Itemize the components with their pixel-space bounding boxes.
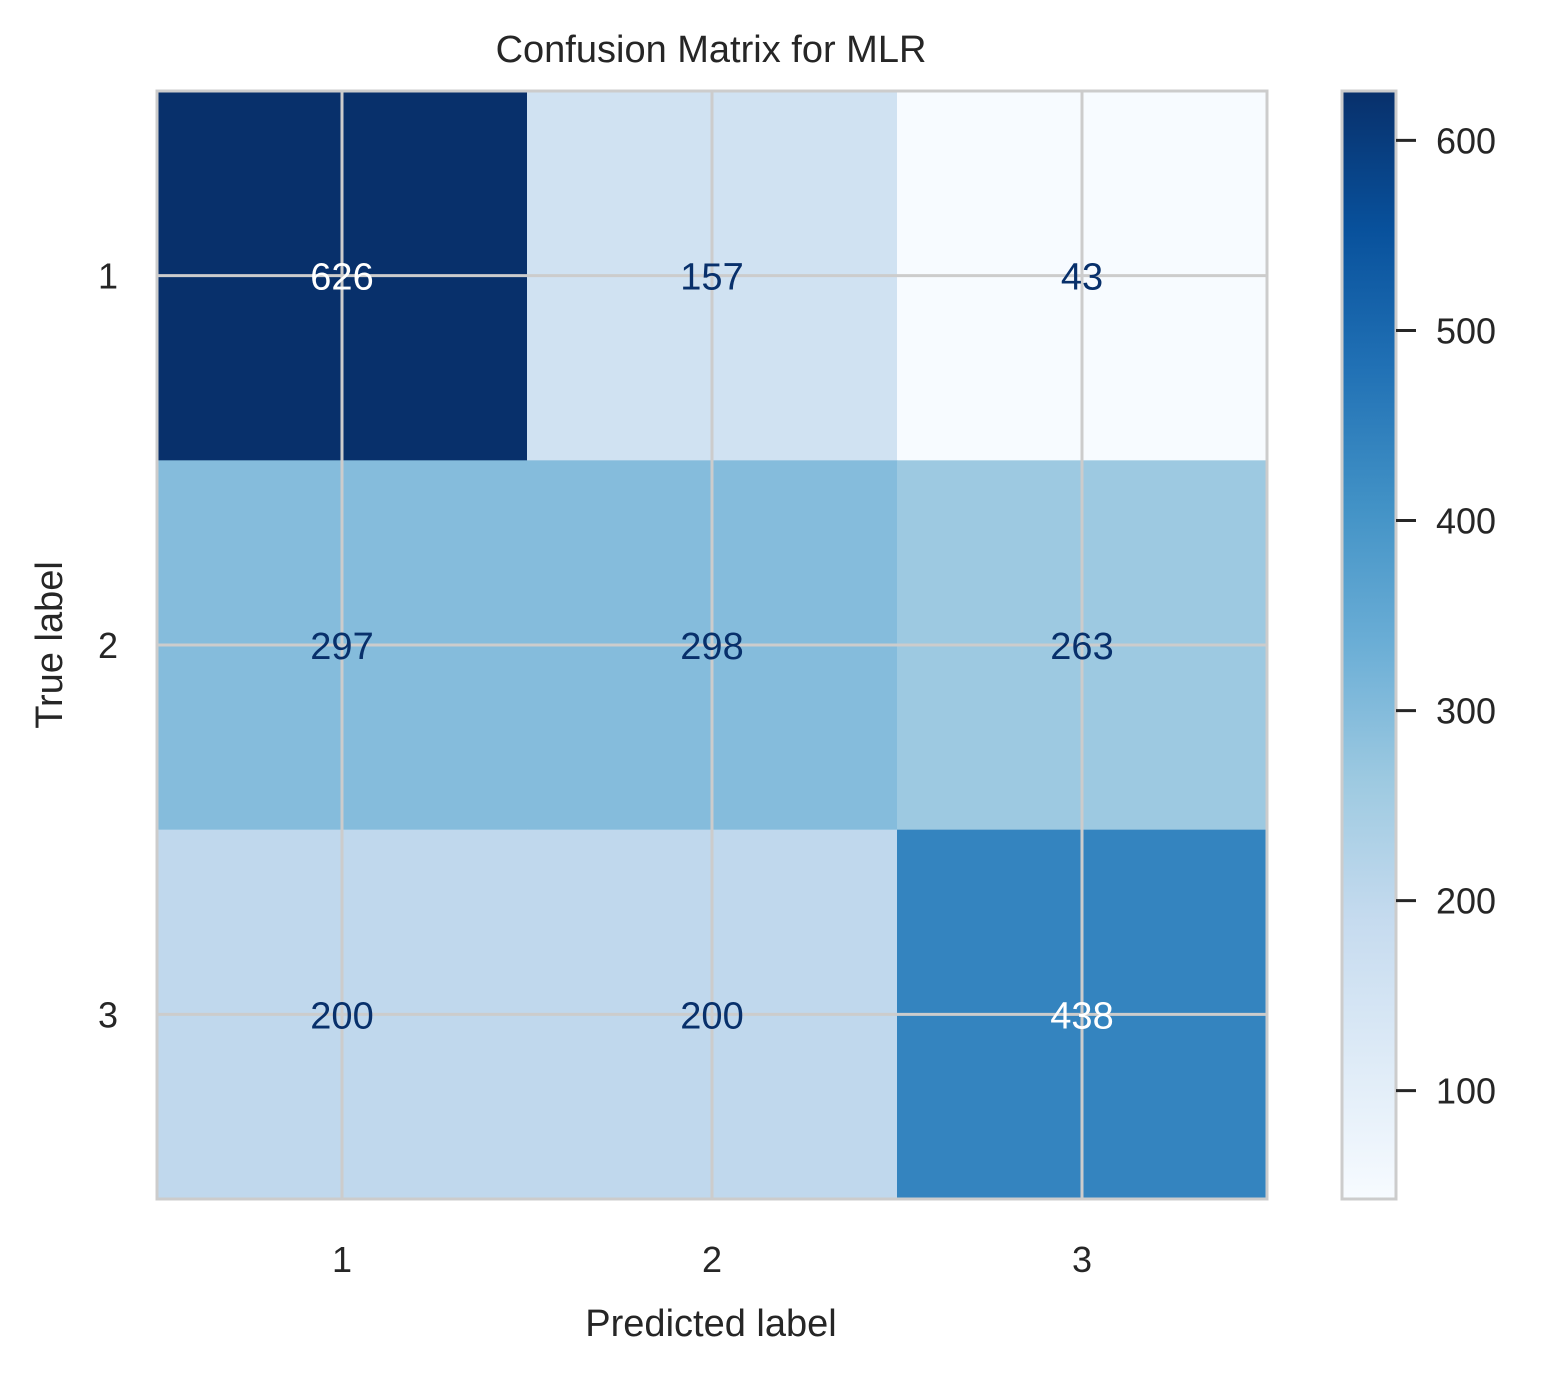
- cell-value-label: 263: [1050, 626, 1113, 668]
- y-tick-label: 3: [98, 994, 118, 1035]
- cell-value-label: 200: [680, 995, 743, 1037]
- cell-value-label: 298: [680, 626, 743, 668]
- gridlines: [157, 91, 1267, 1199]
- colorbar-tick-label: 400: [1436, 501, 1496, 542]
- cell-value-label: 43: [1061, 257, 1103, 299]
- colorbar-gradient: [1342, 91, 1396, 1199]
- chart-title: Confusion Matrix for MLR: [496, 29, 927, 71]
- cell-value-label: 438: [1050, 995, 1113, 1037]
- colorbar-tick-label: 200: [1436, 881, 1496, 922]
- x-tick-label: 1: [332, 1239, 352, 1280]
- y-axis-ticks: 1 2 3: [98, 256, 118, 1036]
- x-axis-ticks: 1 2 3: [332, 1239, 1092, 1280]
- cell-value-labels: 626 157 43 297 298 263 200 200 438: [310, 257, 1113, 1038]
- x-tick-label: 2: [702, 1239, 722, 1280]
- colorbar-tick-label: 100: [1436, 1071, 1496, 1112]
- cell-value-label: 297: [310, 626, 373, 668]
- colorbar-tick-label: 300: [1436, 691, 1496, 732]
- colorbar: 100 200 300 400 500 600: [1340, 89, 1496, 1201]
- cell-value-label: 200: [310, 995, 373, 1037]
- x-tick-label: 3: [1072, 1239, 1092, 1280]
- y-tick-label: 1: [98, 256, 118, 297]
- x-axis-label: Predicted label: [585, 1303, 836, 1345]
- y-tick-label: 2: [98, 625, 118, 666]
- colorbar-tick-label: 600: [1436, 120, 1496, 161]
- colorbar-ticks: 100 200 300 400 500 600: [1396, 120, 1496, 1112]
- plot-frame: [155, 89, 1269, 1201]
- y-axis-label: True label: [29, 561, 71, 729]
- cell-value-label: 626: [310, 257, 373, 299]
- colorbar-frame: [1340, 89, 1398, 1201]
- cell-value-label: 157: [680, 257, 743, 299]
- colorbar-tick-label: 500: [1436, 310, 1496, 351]
